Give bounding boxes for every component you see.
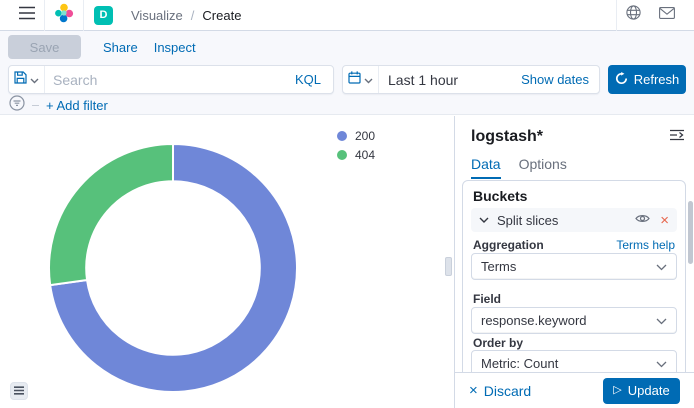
tab-options[interactable]: Options [518,156,567,172]
aggregation-select[interactable]: Terms [471,253,677,280]
update-label: Update [627,383,670,398]
share-button[interactable]: Share [103,39,138,55]
order-by-label: Order by [473,336,524,350]
order-by-select-value: Metric: Count [481,356,559,371]
help-globe-button[interactable] [617,0,650,30]
newsfeed-mail-button[interactable] [650,0,684,30]
discard-button[interactable]: × Discard [469,383,531,399]
filter-bar: + Add filter [0,94,694,116]
field-select-value: response.keyword [481,313,587,328]
legend-dot-404 [337,150,347,160]
top-header: D Visualize / Create [0,0,694,31]
list-icon [14,382,24,400]
visualization-editor-panel: logstash* Data Options Buckets [455,116,694,408]
chevron-down-icon [364,71,373,89]
header-divider [83,0,84,31]
breadcrumb-create: Create [202,7,242,23]
chevron-down-icon [30,71,39,89]
collapse-editor-button[interactable] [670,128,684,146]
filter-bar-dash [32,104,39,106]
hamburger-icon [19,6,35,25]
show-dates-button[interactable]: Show dates [521,72,589,87]
time-range-value[interactable]: Last 1 hour [388,71,459,88]
panel-resize-handle[interactable] [445,257,452,276]
query-language-button[interactable]: KQL [294,72,321,87]
aggregation-select-value: Terms [481,259,517,274]
breadcrumb-visualize[interactable]: Visualize [131,7,183,23]
hamburger-menu-button[interactable] [10,0,44,30]
terms-help-link[interactable]: Terms help [616,238,675,252]
date-quick-menu-button[interactable] [343,66,379,93]
search-input[interactable] [45,71,283,88]
visualization-area: 200 404 [0,116,455,408]
split-slices-label: Split slices [497,212,559,228]
main-content: 200 404 logstash* [0,116,694,408]
breadcrumb: Visualize / Create [131,8,241,23]
refresh-label: Refresh [633,72,680,87]
legend-label-404: 404 [355,148,376,162]
legend-dot-200 [337,131,347,141]
editor-tabs: Data Options [471,156,567,179]
update-button[interactable]: ▷ Update [603,377,680,404]
space-badge[interactable]: D [94,5,113,25]
legend-label-200: 200 [355,129,376,143]
close-icon: × [469,382,478,399]
save-button[interactable]: Save [8,35,81,59]
filter-options-button[interactable] [9,94,25,116]
toggle-visibility-button[interactable] [635,211,650,229]
envelope-icon [659,6,675,24]
legend-item-404[interactable]: 404 [337,148,375,162]
chart-legend: 200 404 [337,129,375,162]
globe-icon [626,5,641,25]
play-icon: ▷ [613,384,622,396]
field-label-row: Field [473,292,675,306]
search-bar: KQL [8,65,334,94]
add-filter-button[interactable]: + Add filter [46,97,108,113]
aggregation-label: Aggregation [473,238,544,252]
query-bar: KQL Last 1 hour Show dates [0,63,694,96]
split-slices-row[interactable]: Split slices × [471,208,677,232]
chevron-down-icon [656,259,667,274]
header-divider [44,0,45,31]
buckets-heading: Buckets [473,188,528,204]
order-by-label-row: Order by [473,336,675,350]
toolbar: Save Share Inspect [0,31,694,63]
calendar-icon [348,70,361,89]
field-label: Field [473,292,502,306]
chevron-down-icon [479,211,489,229]
field-select[interactable]: response.keyword [471,307,677,334]
chevron-down-icon [656,313,667,328]
refresh-button[interactable]: Refresh [608,65,686,94]
refresh-icon [615,71,628,88]
eye-icon [635,211,650,229]
header-right-actions [616,0,684,31]
tab-data[interactable]: Data [471,156,501,179]
elastic-logo-icon [54,3,74,28]
chevron-down-icon [656,356,667,371]
legend-item-200[interactable]: 200 [337,129,375,143]
panel-scrollbar-thumb[interactable] [688,201,693,264]
chrome-band: Save Share Inspect [0,31,694,115]
collapse-icon [670,128,684,146]
saved-query-menu-button[interactable] [9,66,45,93]
header-divider [616,0,617,31]
remove-bucket-button[interactable]: × [660,211,669,229]
legend-toggle-button[interactable] [10,382,28,400]
buckets-card: Buckets Split slices × [462,180,686,380]
editor-footer: × Discard ▷ Update [455,372,694,408]
discard-label: Discard [483,382,532,399]
breadcrumb-separator: / [190,7,195,23]
inspect-button[interactable]: Inspect [153,39,196,55]
filter-circle-icon [9,94,25,116]
donut-pie-chart[interactable] [45,140,301,396]
panel-title-row: logstash* [471,128,684,146]
save-query-disk-icon [14,70,27,89]
index-pattern-title: logstash* [471,128,544,145]
elastic-logo-button[interactable] [45,0,83,30]
aggregation-label-row: Aggregation Terms help [473,238,675,252]
date-picker-bar: Last 1 hour Show dates [342,65,600,94]
